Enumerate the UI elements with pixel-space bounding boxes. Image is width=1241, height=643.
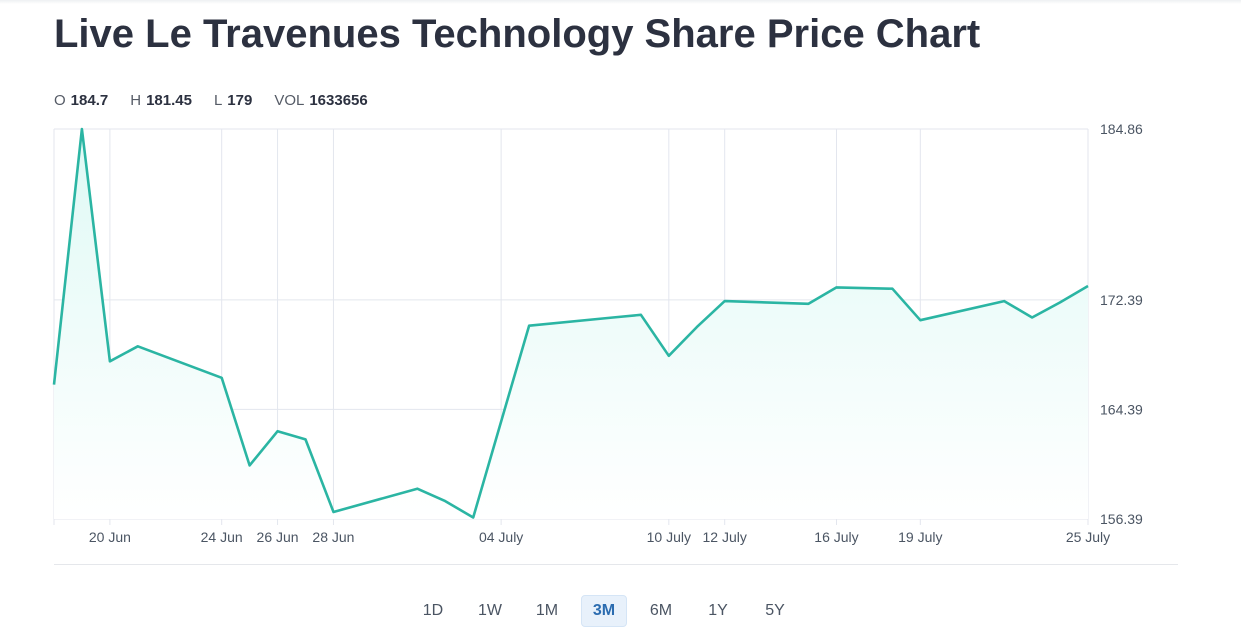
ohlc-open-label: O xyxy=(54,92,66,109)
page-title: Live Le Travenues Technology Share Price… xyxy=(54,12,981,56)
data-point xyxy=(136,344,140,348)
ohlc-volume-label: VOL xyxy=(274,92,305,109)
data-point xyxy=(108,359,112,363)
data-point xyxy=(639,313,643,317)
ohlc-low-label: L xyxy=(213,92,223,109)
y-tick-label: 156.39 xyxy=(1100,511,1143,527)
range-button-6m[interactable]: 6M xyxy=(638,595,684,627)
data-point xyxy=(248,463,252,467)
y-axis-ticks: 184.86 172.39 164.39 156.39 xyxy=(1100,121,1143,527)
data-point xyxy=(834,285,838,289)
data-point xyxy=(1058,300,1062,304)
data-point xyxy=(1002,299,1006,303)
data-point xyxy=(1030,315,1034,319)
range-selector: 1D 1W 1M 3M 6M 1Y 5Y xyxy=(410,595,809,627)
y-tick-label: 164.39 xyxy=(1100,401,1143,417)
data-point xyxy=(1086,284,1090,288)
range-button-3m[interactable]: 3M xyxy=(581,595,627,627)
data-point xyxy=(443,499,447,503)
y-tick-label: 172.39 xyxy=(1100,292,1143,308)
range-button-1y[interactable]: 1Y xyxy=(695,595,741,627)
ohlc-open-value: 184.7 xyxy=(70,92,109,109)
data-point xyxy=(723,299,727,303)
range-button-5y[interactable]: 5Y xyxy=(752,595,798,627)
x-tick-label: 28 Jun xyxy=(312,529,354,545)
range-button-1d[interactable]: 1D xyxy=(410,595,456,627)
data-point xyxy=(499,420,503,424)
x-tick-label: 25 July xyxy=(1066,529,1110,545)
data-point xyxy=(220,376,224,380)
top-shadow-bar xyxy=(0,0,1241,4)
price-area-fill xyxy=(54,129,1088,519)
data-point xyxy=(471,515,475,519)
x-tick-label: 19 July xyxy=(898,529,942,545)
y-tick-label: 184.86 xyxy=(1100,121,1143,137)
price-line xyxy=(52,127,1089,519)
data-point xyxy=(667,354,671,358)
x-tick-label: 24 Jun xyxy=(201,529,243,545)
ohlc-summary: O 184.7 H 181.45 L 179 VOL 1633656 xyxy=(54,92,390,109)
x-tick-label: 12 July xyxy=(703,529,747,545)
data-point xyxy=(80,127,84,131)
data-point xyxy=(527,324,531,328)
data-point xyxy=(611,315,615,319)
ohlc-high-value: 181.45 xyxy=(146,92,192,109)
ohlc-low-value: 179 xyxy=(227,92,253,109)
range-button-1w[interactable]: 1W xyxy=(467,595,513,627)
data-point xyxy=(918,318,922,322)
ohlc-open: O 184.7 xyxy=(54,92,108,109)
data-point xyxy=(807,302,811,306)
data-point xyxy=(304,437,308,441)
ohlc-volume: VOL 1633656 xyxy=(274,92,367,109)
data-point xyxy=(415,487,419,491)
ohlc-high: H 181.45 xyxy=(130,92,192,109)
data-point xyxy=(695,325,699,329)
data-point xyxy=(52,383,56,387)
range-button-1m[interactable]: 1M xyxy=(524,595,570,627)
x-tick-label: 20 Jun xyxy=(89,529,131,545)
chart-divider xyxy=(54,564,1178,565)
data-point xyxy=(331,510,335,514)
ohlc-high-label: H xyxy=(130,92,142,109)
x-tick-label: 10 July xyxy=(647,529,691,545)
x-tick-label: 04 July xyxy=(479,529,523,545)
data-point xyxy=(890,287,894,291)
ohlc-low: L 179 xyxy=(214,92,252,109)
ohlc-volume-value: 1633656 xyxy=(309,92,368,109)
data-point xyxy=(276,429,280,433)
x-tick-label: 16 July xyxy=(814,529,858,545)
x-axis-ticks: 20 Jun 24 Jun 26 Jun 28 Jun 04 July 10 July 12… xyxy=(89,529,1110,545)
x-tick-label: 26 Jun xyxy=(257,529,299,545)
